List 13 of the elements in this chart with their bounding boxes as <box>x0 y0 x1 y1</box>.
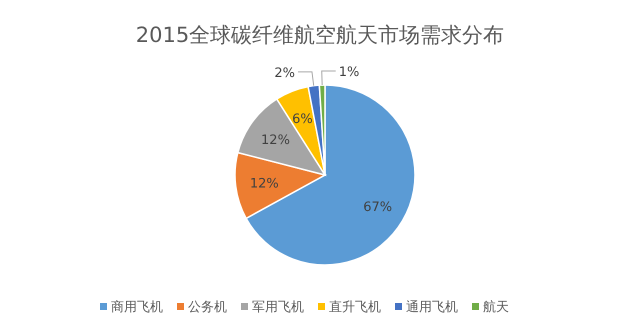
legend-label: 公务机 <box>188 300 227 315</box>
legend-label: 商用飞机 <box>111 300 163 315</box>
legend-label: 军用飞机 <box>252 300 304 315</box>
data-label: 12% <box>250 176 279 192</box>
legend-label: 航天 <box>483 300 509 315</box>
data-label: 67% <box>363 200 392 216</box>
data-label: 2% <box>274 66 295 81</box>
data-label: 1% <box>338 65 360 80</box>
data-label: 12% <box>261 133 290 148</box>
data-label: 6% <box>292 112 313 128</box>
chart-title: 2015全球碳纤维航空航天市场需求分布 <box>136 23 504 47</box>
legend-label: 通用飞机 <box>406 300 458 315</box>
legend-label: 直升飞机 <box>329 300 381 315</box>
